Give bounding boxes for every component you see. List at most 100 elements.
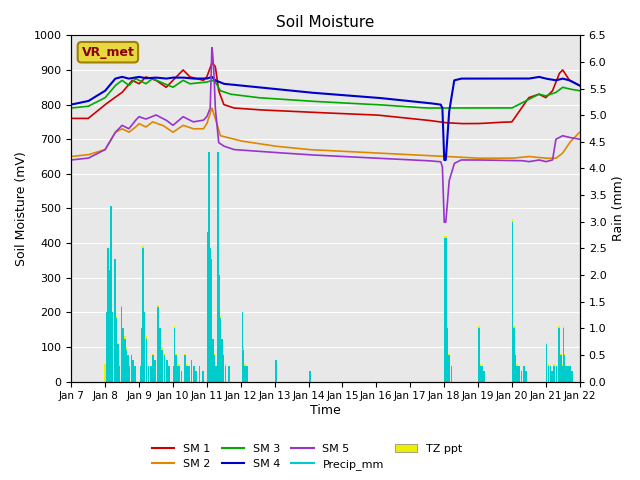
Bar (175, 354, 177, 382)
Bar (178, 366, 180, 382)
Bar (132, 360, 134, 382)
Bar (140, 366, 141, 382)
Y-axis label: Soil Moisture (mV): Soil Moisture (mV) (15, 151, 28, 266)
Bar (178, 364, 180, 382)
Bar (180, 371, 182, 382)
Bar (124, 336, 125, 382)
Bar (309, 371, 311, 382)
Bar (122, 330, 124, 382)
Bar (221, 339, 223, 382)
Bar (516, 364, 518, 382)
Bar (523, 368, 525, 382)
Bar (564, 366, 566, 382)
Bar (564, 354, 565, 382)
Bar (141, 330, 143, 382)
Bar (217, 153, 218, 382)
Bar (244, 364, 246, 382)
Bar (483, 371, 485, 382)
Bar (217, 153, 218, 382)
Bar (176, 368, 178, 382)
Text: VR_met: VR_met (81, 46, 134, 59)
Bar (563, 326, 564, 382)
Bar (554, 364, 555, 382)
Bar (551, 371, 553, 382)
Bar (159, 328, 161, 382)
Bar (106, 312, 108, 382)
Bar (479, 364, 481, 382)
Bar (560, 355, 561, 382)
Bar (168, 368, 170, 382)
Bar (140, 368, 141, 382)
Bar (191, 361, 193, 382)
Bar (106, 312, 108, 382)
Bar (567, 366, 569, 382)
Bar (142, 248, 144, 382)
Bar (134, 368, 136, 382)
Bar (481, 366, 483, 382)
Bar (558, 326, 559, 382)
Bar (143, 312, 145, 382)
Bar (195, 371, 197, 382)
Bar (159, 330, 161, 382)
Bar (550, 368, 552, 382)
Bar (513, 328, 515, 382)
Bar (127, 355, 129, 382)
Bar (220, 316, 221, 382)
Bar (483, 371, 485, 382)
Bar (120, 305, 122, 382)
Bar (228, 368, 230, 382)
Bar (523, 366, 525, 382)
Bar (150, 368, 152, 382)
Bar (444, 236, 445, 382)
Bar (146, 336, 147, 382)
Bar (111, 208, 112, 382)
Bar (114, 259, 115, 382)
Bar (212, 339, 214, 382)
Bar (193, 368, 195, 382)
Bar (124, 339, 125, 382)
Bar (243, 349, 244, 382)
Bar (550, 366, 552, 382)
Bar (572, 371, 573, 382)
Bar (518, 368, 520, 382)
Bar (152, 355, 154, 382)
Bar (146, 339, 147, 382)
Bar (548, 366, 549, 382)
Bar (168, 366, 170, 382)
Bar (246, 366, 248, 382)
Bar (551, 371, 553, 382)
Bar (161, 347, 163, 382)
Bar (447, 328, 449, 382)
Bar (198, 368, 200, 382)
Bar (512, 219, 513, 382)
Bar (164, 354, 165, 382)
Bar (548, 364, 549, 382)
Bar (515, 354, 516, 382)
Bar (202, 371, 204, 382)
Bar (520, 371, 522, 382)
Bar (115, 316, 117, 382)
Bar (556, 366, 557, 382)
Bar (241, 312, 243, 382)
Bar (157, 305, 159, 382)
Bar (566, 366, 568, 382)
Bar (107, 248, 109, 382)
Bar (444, 238, 445, 382)
Bar (132, 361, 134, 382)
Bar (104, 364, 106, 382)
Bar (564, 355, 565, 382)
Bar (309, 371, 311, 382)
Bar (570, 368, 571, 382)
Bar (186, 364, 188, 382)
Bar (112, 312, 113, 382)
Bar (451, 368, 452, 382)
Bar (222, 354, 224, 382)
Bar (108, 271, 110, 382)
Bar (515, 355, 516, 382)
Bar (449, 354, 450, 382)
Bar (208, 153, 210, 382)
Bar (208, 153, 210, 382)
Bar (143, 312, 145, 382)
Bar (445, 238, 447, 382)
Bar (561, 364, 563, 382)
